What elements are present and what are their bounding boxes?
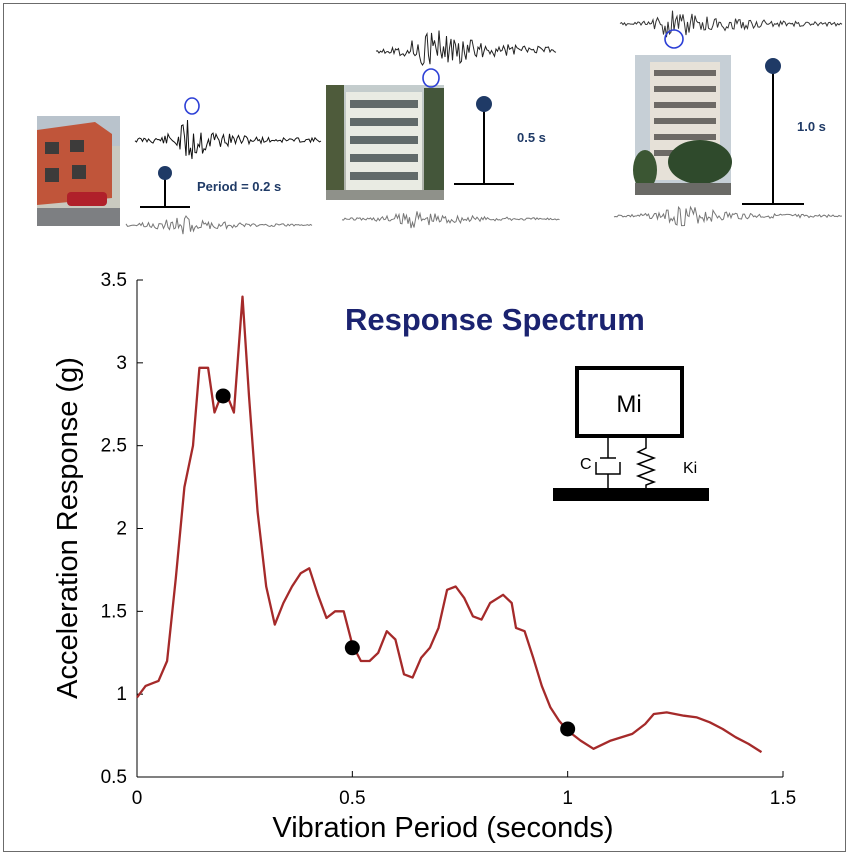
period-label-short: Period = 0.2 s [197,179,281,194]
peak-marker-circle [184,97,200,115]
y-axis-label: Acceleration Response (g) [52,357,84,699]
y-tick-label: 1.5 [101,601,127,622]
x-tick-label: 1 [562,788,573,809]
seismogram-trace [134,119,322,160]
period-label-tall: 1.0 s [797,119,826,134]
y-tick-label: 1 [116,684,127,705]
y-tick-label: 3 [116,353,127,374]
series-group [136,295,763,754]
period-label-medium: 0.5 s [517,130,546,145]
mass-label: Mi [616,391,641,418]
y-axis-ticks: 0.5 1 1.5 2 2.5 3 3.5 [101,270,143,788]
peak-marker-circle [664,29,684,49]
damper-label: C [580,456,592,473]
x-tick-label: 1.5 [770,788,796,809]
highlight-points [215,388,576,737]
y-tick-label: 2 [116,519,127,540]
x-tick-label: 0 [132,788,143,809]
seismogram-traces [125,10,843,235]
peak-marker-circle [422,68,440,88]
y-tick-label: 2.5 [101,436,127,457]
y-tick-label: 3.5 [101,270,127,291]
highlight-point [344,640,360,656]
illustration-panel: Period = 0.2 s 0.5 s 1.0 s [37,10,843,235]
building-photo-tall [633,55,732,195]
seismogram-trace [619,10,843,38]
chart-title: Response Spectrum [345,302,645,337]
damper [595,436,621,488]
chart: Response Spectrum 0.511.522.533.5 0 0.5 1 1… [52,270,796,844]
pendulum-short [140,166,190,208]
x-tick-label: 0.5 [339,788,365,809]
highlight-point [560,721,576,737]
ground-base [553,488,709,501]
x-axis-label: Vibration Period (seconds) [272,812,613,844]
oscillator-schematic: Mi C Ki [553,366,709,501]
pendulum-tall [742,58,804,205]
seismogram-trace [375,30,557,66]
y-tick-label: 0.5 [101,767,127,788]
spring [635,436,657,488]
series-line [136,295,763,754]
pendulum-medium [454,96,514,185]
mass-block [575,366,684,438]
seismogram-trace [613,205,843,227]
seismogram-trace [341,211,560,229]
seismogram-trace [125,215,313,235]
building-photo-short [37,116,120,226]
building-photo-medium [326,85,444,200]
figure-frame [3,3,846,852]
x-axis-ticks: 0 0.5 1 1.5 [132,771,796,809]
spring-label: Ki [683,460,697,477]
highlight-point [215,388,231,404]
